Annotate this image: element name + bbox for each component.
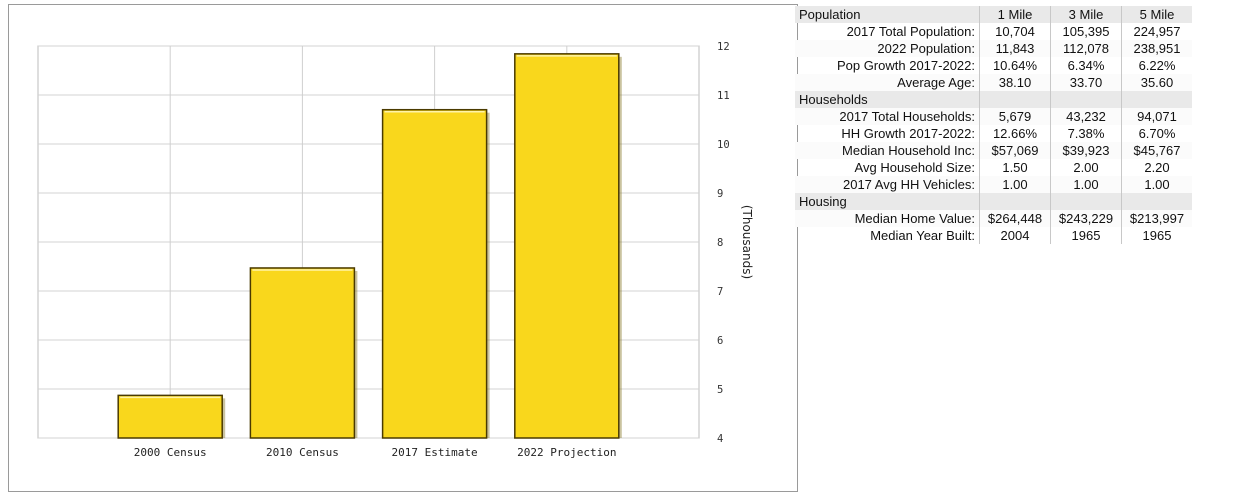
table-row: Median Year Built: 2004 1965 1965 xyxy=(795,227,1192,244)
section-spacer-cell xyxy=(1050,91,1122,108)
cell-value: 43,232 xyxy=(1050,108,1122,125)
cell-value: 224,957 xyxy=(1121,23,1192,40)
cell-value: 2004 xyxy=(979,227,1051,244)
row-label: Avg Household Size: xyxy=(854,160,975,175)
table-row: Median Household Inc: $57,069 $39,923 $45,7… xyxy=(795,142,1192,159)
x-tick-label: 2010 Census xyxy=(266,446,339,459)
population-bar-chart: 2000 Census 2010 Census 2017 Estimate 2022 … xyxy=(37,41,754,459)
section-title: Population xyxy=(795,6,980,23)
table-row: Pop Growth 2017-2022: 10.64% 6.34% 6.22% xyxy=(795,57,1192,74)
y-tick-label: 4 xyxy=(717,433,723,445)
cell-value: 5,679 xyxy=(979,108,1051,125)
x-tick-label: 2017 Estimate xyxy=(392,446,478,459)
bar xyxy=(514,53,620,439)
cell-value: 2.20 xyxy=(1121,159,1192,176)
table-row: Median Home Value: $264,448 $243,229 $213,9… xyxy=(795,210,1192,227)
cell-value: $243,229 xyxy=(1050,210,1122,227)
y-tick-label: 10 xyxy=(717,139,730,151)
cell-value: $57,069 xyxy=(979,142,1051,159)
table-row: Average Age: 38.10 33.70 35.60 xyxy=(795,74,1192,91)
row-label: 2017 Total Population: xyxy=(846,24,975,39)
bar xyxy=(117,394,223,439)
row-label: HH Growth 2017-2022: xyxy=(841,126,975,141)
y-tick-label: 8 xyxy=(717,237,723,249)
cell-value: 2.00 xyxy=(1050,159,1122,176)
cell-value: 35.60 xyxy=(1121,74,1192,91)
x-tick-label: 2000 Census xyxy=(134,446,207,459)
cell-value: 112,078 xyxy=(1050,40,1122,57)
y-tick-label: 7 xyxy=(717,286,723,298)
cell-value: 238,951 xyxy=(1121,40,1192,57)
cell-value: 1.00 xyxy=(1050,176,1122,193)
row-label: Median Year Built: xyxy=(870,228,975,243)
cell-value: 38.10 xyxy=(979,74,1051,91)
cell-value: 1.00 xyxy=(979,176,1051,193)
row-label: Median Household Inc: xyxy=(795,142,980,159)
row-label: 2017 Avg HH Vehicles: xyxy=(795,176,980,193)
cell-value: 12.66% xyxy=(979,125,1051,142)
table-row: 2017 Total Households: 5,679 43,232 94,071 xyxy=(795,108,1192,125)
cell-value: 33.70 xyxy=(1050,74,1122,91)
section-title: Households xyxy=(795,91,980,108)
section-spacer-cell xyxy=(1121,193,1192,210)
section-header-row: Population 1 Mile 3 Mile 5 Mile xyxy=(795,6,1192,23)
bar xyxy=(381,108,488,439)
section-spacer-cell xyxy=(1050,193,1122,210)
cell-value: 6.70% xyxy=(1121,125,1192,142)
x-tick-label: 2022 Projection xyxy=(517,446,616,459)
row-label: 2022 Population: xyxy=(795,40,980,57)
cell-value: $39,923 xyxy=(1050,142,1122,159)
y-axis-label: (Thousands) xyxy=(740,205,754,279)
table-row: Avg Household Size: 1.50 2.00 2.20 xyxy=(795,159,1192,176)
section-header-row: Housing xyxy=(795,193,1192,210)
y-tick-label: 5 xyxy=(717,384,723,396)
cell-value: $45,767 xyxy=(1121,142,1192,159)
table-row: 2017 Avg HH Vehicles: 1.00 1.00 1.00 xyxy=(795,176,1192,193)
cell-value: 105,395 xyxy=(1050,23,1122,40)
cell-value: $213,997 xyxy=(1121,210,1192,227)
cell-value: 94,071 xyxy=(1121,108,1192,125)
section-spacer-cell xyxy=(1121,91,1192,108)
population-chart-panel: 2000 Census 2010 Census 2017 Estimate 2022 … xyxy=(8,4,798,492)
section-header-row: Households xyxy=(795,91,1192,108)
column-header: 3 Mile xyxy=(1050,6,1122,23)
cell-value: 1.00 xyxy=(1121,176,1192,193)
cell-value: 1965 xyxy=(1121,227,1192,244)
column-header: 5 Mile xyxy=(1121,6,1192,23)
cell-value: 10.64% xyxy=(979,57,1051,74)
table-row: HH Growth 2017-2022: 12.66% 7.38% 6.70% xyxy=(795,125,1192,142)
row-label: Average Age: xyxy=(795,74,980,91)
y-tick-label: 6 xyxy=(717,335,723,347)
cell-value: 11,843 xyxy=(979,40,1051,57)
cell-value: 7.38% xyxy=(1050,125,1122,142)
cell-value: 1.50 xyxy=(979,159,1051,176)
cell-value: 6.22% xyxy=(1121,57,1192,74)
section-title: Housing xyxy=(795,193,980,210)
column-header: 1 Mile xyxy=(979,6,1051,23)
cell-value: 6.34% xyxy=(1050,57,1122,74)
y-tick-label: 9 xyxy=(717,188,723,200)
cell-value: 10,704 xyxy=(979,23,1051,40)
demographics-table: Population 1 Mile 3 Mile 5 Mile 2017 Total P… xyxy=(795,6,1192,244)
cell-value: 1965 xyxy=(1050,227,1122,244)
table-row: 2022 Population: 11,843 112,078 238,951 xyxy=(795,40,1192,57)
table-row: 2017 Total Population: 10,704 105,395 224,9… xyxy=(795,23,1192,40)
row-label: Median Home Value: xyxy=(795,210,980,227)
row-label: 2017 Total Households: xyxy=(795,108,980,125)
cell-value: $264,448 xyxy=(979,210,1051,227)
section-spacer-cell xyxy=(979,91,1051,108)
row-label: Pop Growth 2017-2022: xyxy=(836,58,975,73)
bar xyxy=(249,267,356,439)
y-tick-label: 12 xyxy=(717,41,730,53)
y-tick-label: 11 xyxy=(717,90,730,102)
section-spacer-cell xyxy=(979,193,1051,210)
